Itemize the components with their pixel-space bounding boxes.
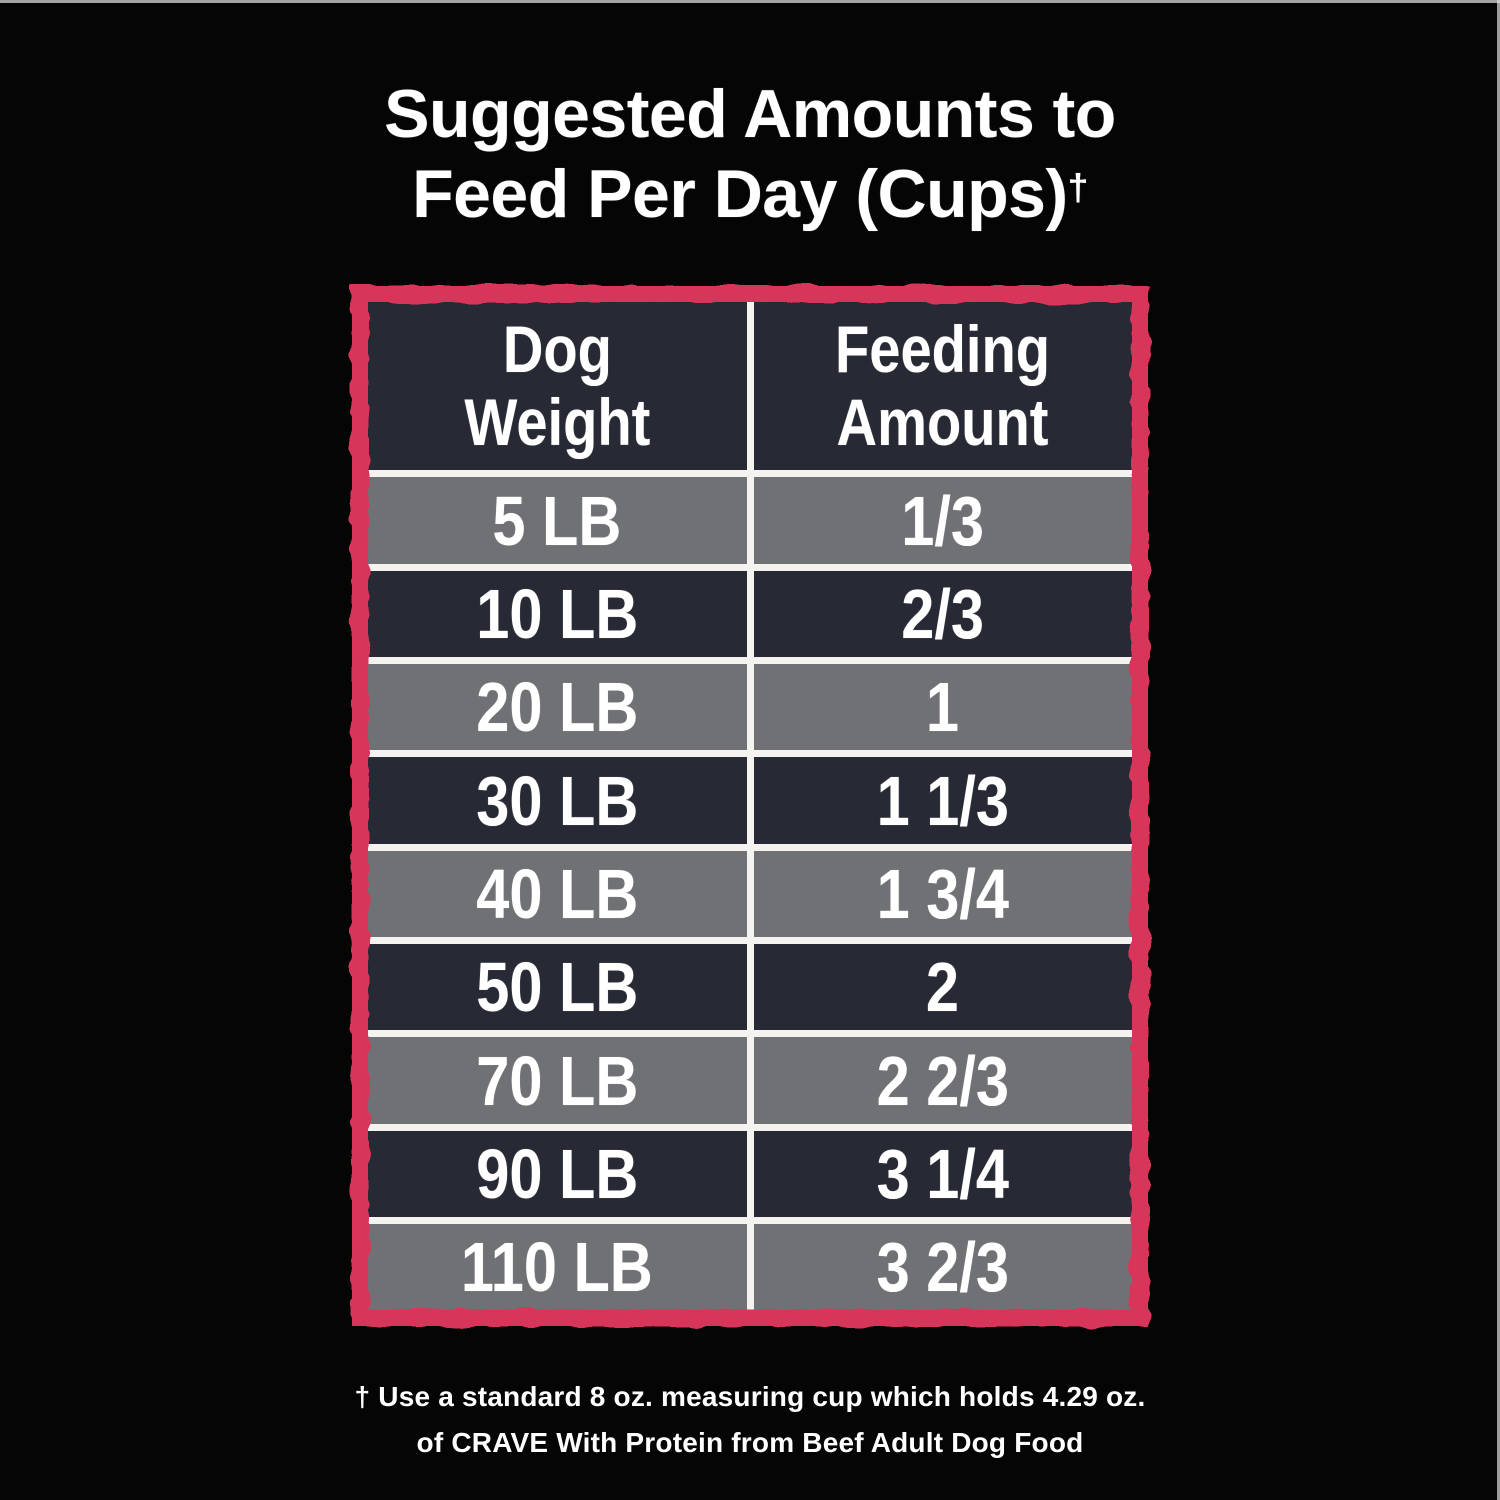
weight-cell: 30 LB: [368, 757, 747, 844]
title-line1: Suggested Amounts to: [384, 76, 1116, 152]
weight-cell: 20 LB: [368, 664, 747, 751]
weight-value: 5 LB: [492, 481, 622, 560]
dagger-superscript: †: [1067, 166, 1089, 209]
weight-cell: 10 LB: [368, 570, 747, 658]
header-dog-weight: Dog Weight: [368, 302, 747, 471]
weight-cell: 5 LB: [368, 477, 747, 564]
amount-value: 1 1/3: [876, 761, 1009, 840]
amount-value: 1 3/4: [876, 854, 1009, 933]
header-dog-weight-text: Dog Weight: [464, 311, 651, 461]
amount-cell: 3 1/4: [753, 1130, 1132, 1218]
amount-cell: 2: [753, 944, 1132, 1031]
amount-value: 3 1/4: [876, 1134, 1009, 1213]
weight-value: 30 LB: [476, 761, 639, 840]
amount-cell: 1 1/3: [753, 757, 1132, 844]
amount-cell: 1: [753, 664, 1132, 751]
weight-value: 90 LB: [476, 1134, 639, 1213]
weight-value: 50 LB: [476, 948, 639, 1027]
image-edge-artifact-right: [1497, 0, 1500, 1500]
feeding-table: Dog Weight Feeding Amount 5 LB 1/3 10 LB 2…: [351, 285, 1149, 1327]
amount-value: 2/3: [901, 574, 985, 653]
amount-value: 1/3: [901, 481, 985, 560]
weight-cell: 50 LB: [368, 944, 747, 1031]
amount-value: 2 2/3: [876, 1041, 1009, 1120]
amount-cell: 1 3/4: [753, 850, 1132, 938]
page-title: Suggested Amounts to Feed Per Day (Cups)…: [0, 0, 1500, 234]
weight-value: 40 LB: [476, 854, 639, 933]
weight-value: 10 LB: [476, 574, 639, 653]
footnote-line1: † Use a standard 8 oz. measuring cup whi…: [354, 1381, 1146, 1413]
footnote-line2: of CRAVE With Protein from Beef Adult Do…: [416, 1426, 1084, 1458]
amount-value: 2: [926, 948, 960, 1027]
weight-value: 110 LB: [461, 1228, 654, 1307]
header-feeding-amount-line2: Amount: [836, 385, 1049, 460]
title-line2-text: Feed Per Day (Cups): [412, 156, 1068, 233]
weight-cell: 110 LB: [368, 1224, 747, 1311]
amount-cell: 3 2/3: [753, 1224, 1132, 1311]
weight-cell: 40 LB: [368, 850, 747, 938]
weight-cell: 90 LB: [368, 1130, 747, 1218]
header-feeding-amount-line1: Feeding: [835, 311, 1051, 386]
header-dog-weight-line2: Weight: [464, 385, 651, 460]
amount-cell: 2 2/3: [753, 1037, 1132, 1124]
weight-value: 20 LB: [476, 668, 639, 747]
amount-value: 1: [926, 668, 960, 747]
weight-cell: 70 LB: [368, 1037, 747, 1124]
feeding-table-grid: Dog Weight Feeding Amount 5 LB 1/3 10 LB 2…: [368, 302, 1132, 1311]
footnote: † Use a standard 8 oz. measuring cup whi…: [0, 1374, 1500, 1465]
weight-value: 70 LB: [476, 1041, 639, 1120]
header-feeding-amount-text: Feeding Amount: [835, 311, 1051, 461]
amount-value: 3 2/3: [876, 1228, 1009, 1307]
amount-cell: 1/3: [753, 477, 1132, 564]
image-edge-artifact-top: [0, 0, 1500, 3]
header-dog-weight-line1: Dog: [502, 311, 612, 386]
amount-cell: 2/3: [753, 570, 1132, 658]
title-line2: Feed Per Day (Cups)†: [0, 154, 1500, 234]
header-feeding-amount: Feeding Amount: [753, 302, 1132, 471]
